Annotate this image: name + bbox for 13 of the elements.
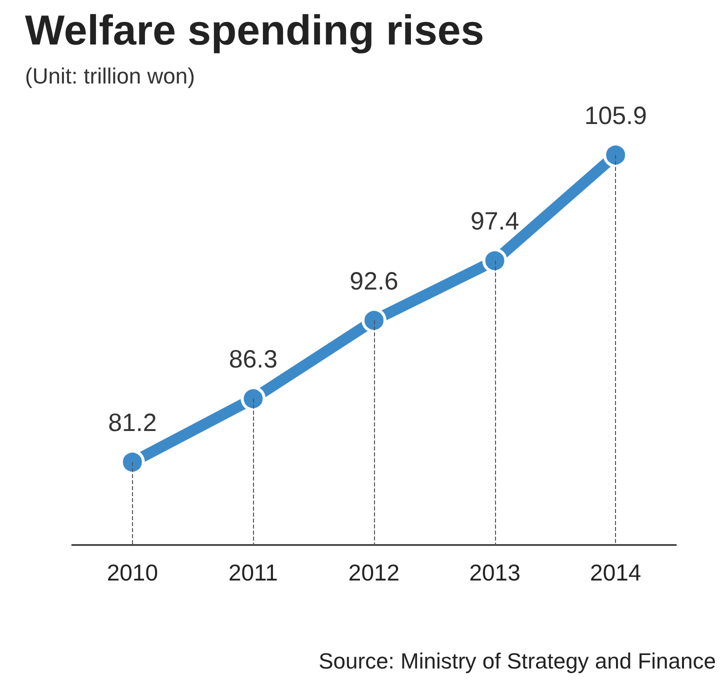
data-label: 92.6 (350, 267, 398, 296)
chart-title: Welfare spending rises (25, 6, 484, 54)
x-tick-label: 2010 (106, 560, 158, 586)
x-tick-label: 2013 (469, 560, 520, 586)
source-note: Source: Ministry of Strategy and Finance (318, 648, 716, 674)
data-label: 105.9 (584, 102, 647, 130)
x-tick-label: 2012 (348, 560, 400, 586)
data-label: 81.2 (108, 409, 157, 438)
chart-subtitle: (Unit: trillion won) (25, 64, 195, 88)
x-tick-label: 2011 (228, 560, 278, 586)
data-label: 97.4 (470, 208, 520, 236)
data-label: 86.3 (228, 346, 278, 374)
x-tick-label: 2014 (590, 560, 642, 586)
